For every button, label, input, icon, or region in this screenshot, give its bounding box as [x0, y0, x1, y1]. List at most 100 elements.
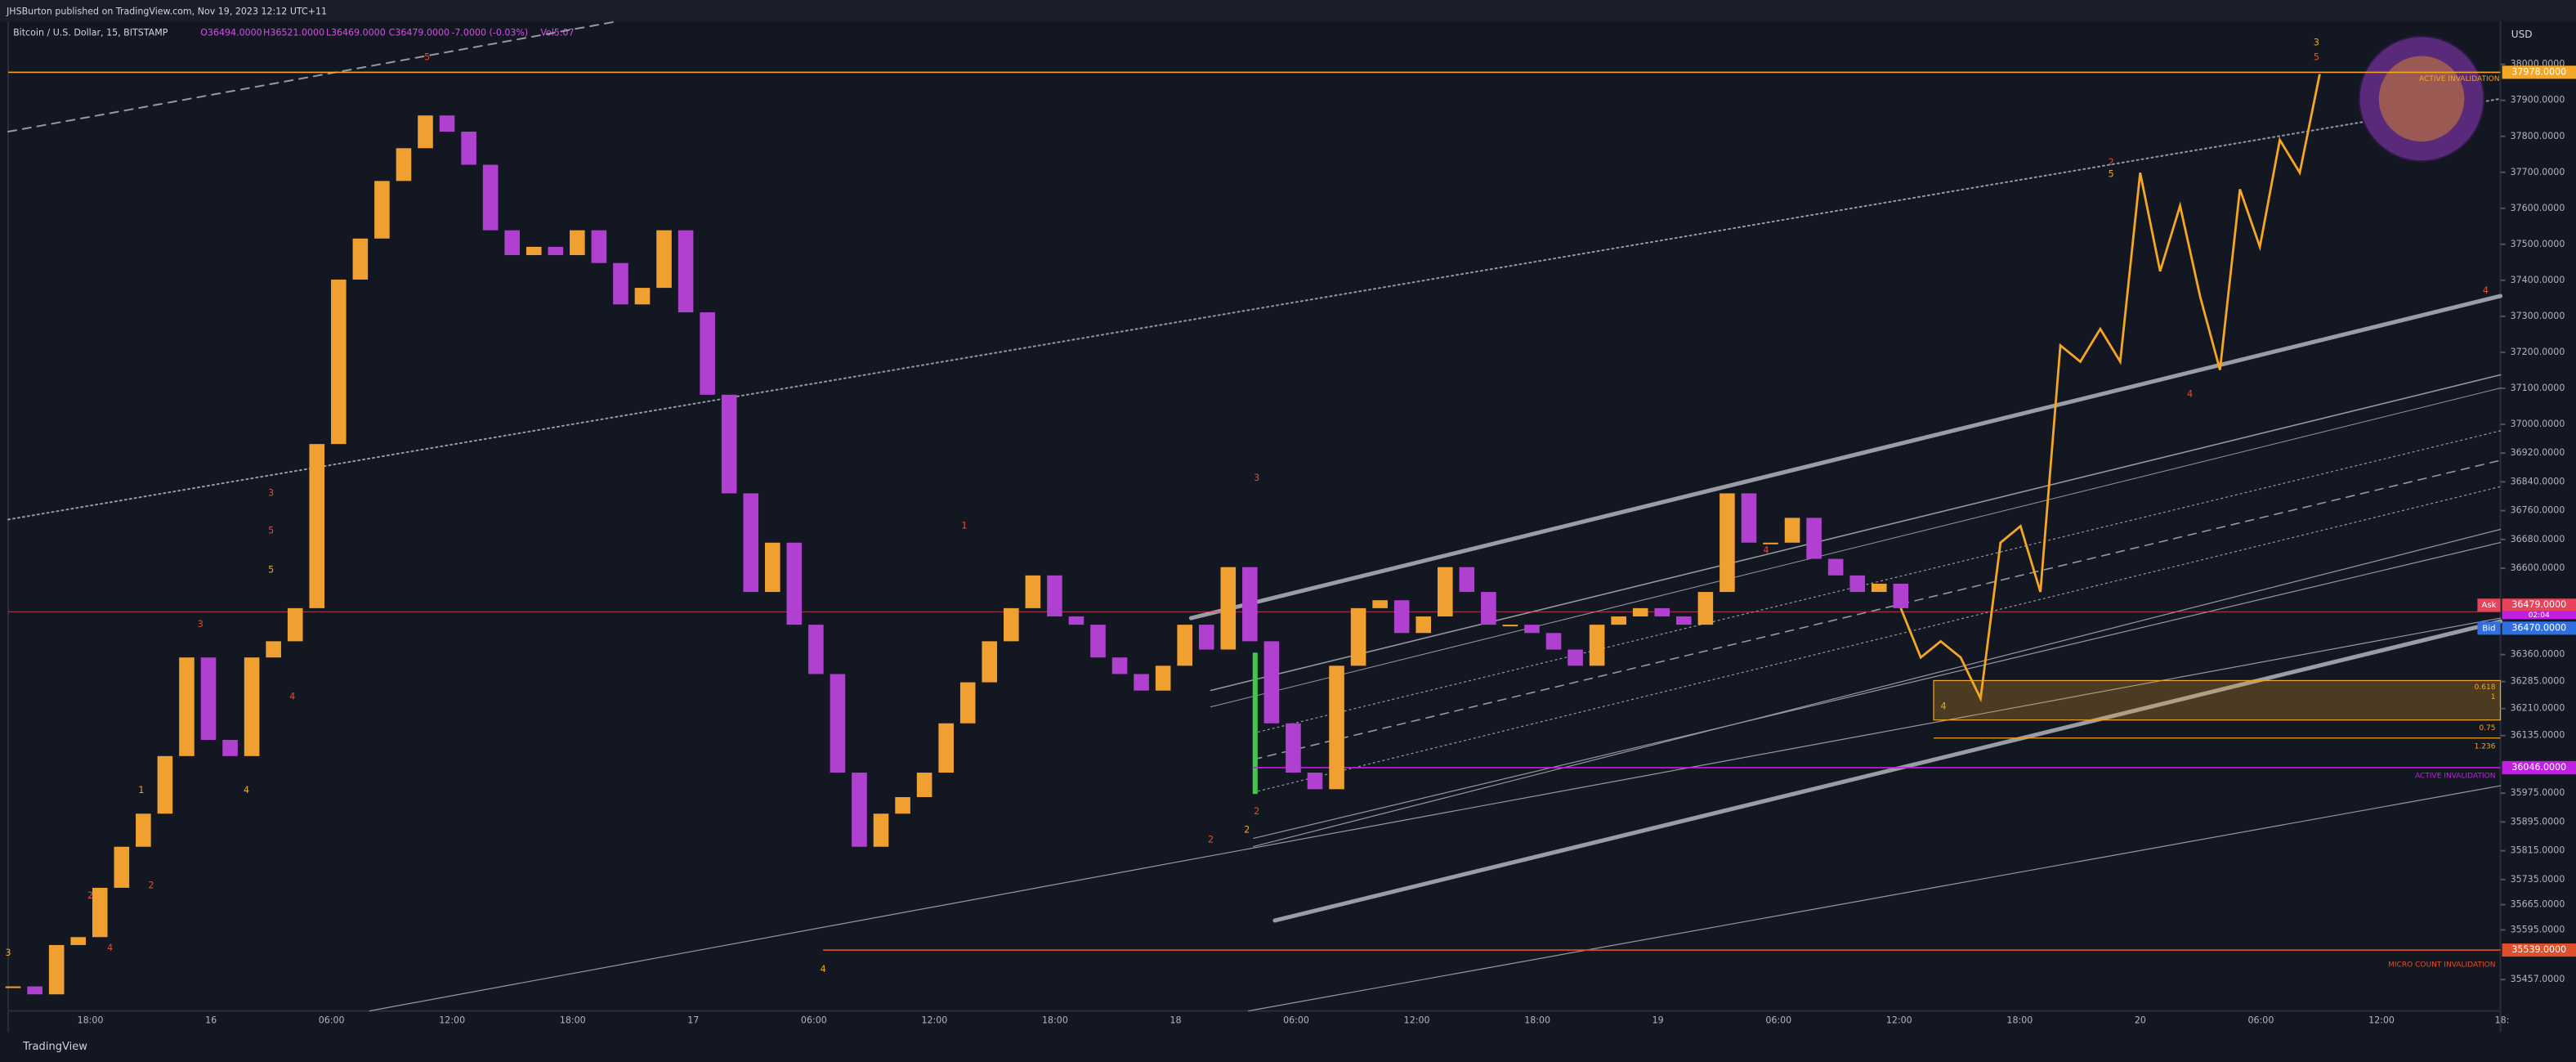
publisher: JHSBurton published on TradingView.com, …: [6, 6, 327, 16]
y-tick-label: 36760.0000: [2511, 505, 2565, 516]
wave-label: 3: [1254, 473, 1259, 483]
trendline: [1253, 541, 2502, 840]
currency: USD: [2511, 29, 2533, 40]
price-tag-name: Ask: [2481, 601, 2496, 610]
trendline: [1248, 785, 2502, 1012]
avatar-inner: [2378, 56, 2465, 142]
y-tick-label: 35735.0000: [2511, 874, 2565, 885]
wave-label: 2: [148, 881, 154, 891]
x-tick-label: 18: [1169, 1015, 1181, 1026]
price-tag-name-bg: [2477, 621, 2501, 635]
fib-label: 1.236: [2475, 742, 2496, 751]
countdown-bg: [2502, 611, 2576, 620]
candle: [1307, 773, 1323, 790]
y-tick-label: 36285.0000: [2511, 676, 2565, 687]
candle: [1481, 592, 1496, 625]
trendline: [1210, 388, 2502, 708]
x-tick-label: 19: [1652, 1015, 1664, 1026]
candle: [1697, 592, 1714, 625]
y-tick-label: 36840.0000: [2511, 476, 2565, 486]
price-tag-label: 36479.0000: [2511, 599, 2566, 610]
wave-label: 1: [138, 785, 144, 795]
price-tag-name-bg: [2477, 598, 2501, 612]
price-tag: [2502, 598, 2576, 612]
ohlc-value: Vol5.07: [540, 27, 574, 38]
candle: [1025, 575, 1041, 608]
wave-label: 2: [1244, 824, 1250, 835]
candle: [179, 657, 195, 756]
candle: [1545, 633, 1562, 650]
candle: [1632, 607, 1648, 617]
candle: [1827, 558, 1844, 576]
candle: [504, 230, 520, 256]
ohlc-value: C36479.0000: [389, 27, 449, 38]
candle: [157, 755, 173, 814]
candle: [1611, 616, 1626, 625]
symbol: Bitcoin / U.S. Dollar, 15, BITSTAMP: [13, 27, 168, 38]
candle: [613, 262, 628, 305]
candle: [1177, 625, 1192, 666]
candle: [548, 246, 564, 256]
candle: [1720, 493, 1735, 593]
wave-label: 4: [821, 964, 826, 975]
candle: [1524, 625, 1540, 634]
candle: [1068, 616, 1085, 625]
candle: [678, 230, 694, 313]
candle: [1763, 542, 1778, 544]
candle: [1134, 674, 1149, 691]
candle: [1111, 657, 1128, 674]
candle: [1004, 607, 1019, 642]
wave-label: 3: [6, 948, 11, 958]
impulse-bar: [1252, 652, 1258, 795]
wave-label: 2: [2109, 157, 2114, 168]
fib-box: [1933, 679, 2502, 721]
wave-label: 4: [107, 943, 113, 953]
candle: [1350, 607, 1366, 666]
invalidation-label: ACTIVE INVALIDATION: [2415, 773, 2495, 781]
wave-label: 3: [268, 487, 274, 498]
ohlc-value: -7.0000 (-0.03%): [451, 27, 528, 38]
wave-label: 3: [2314, 37, 2319, 47]
wave-label: 5: [268, 526, 274, 536]
candle: [266, 641, 281, 658]
trendline: [7, 20, 617, 133]
y-tick-label: 35595.0000: [2511, 924, 2565, 934]
candle: [482, 164, 499, 231]
x-tick-label: 18:00: [1042, 1015, 1068, 1026]
wave-label: 4: [289, 692, 295, 702]
fib-label: 0.75: [2479, 724, 2495, 733]
invalidation-label: ACTIVE INVALIDATION: [2419, 75, 2499, 83]
wave-label: 3: [198, 619, 203, 630]
candle: [1741, 493, 1757, 543]
candle: [287, 607, 303, 642]
top-bar: [0, 0, 2576, 22]
x-tick-label: 20: [2135, 1015, 2146, 1026]
candle: [5, 986, 21, 988]
x-tick-label: 12:00: [1886, 1015, 1912, 1026]
y-tick-label: 36210.0000: [2511, 703, 2565, 714]
trendline: [1210, 374, 2502, 692]
candle: [1654, 607, 1670, 617]
candle: [1784, 518, 1800, 543]
candle: [1393, 600, 1410, 634]
candle: [48, 944, 65, 995]
countdown: 02:04: [2529, 612, 2550, 620]
candle: [1286, 723, 1301, 773]
candle: [764, 542, 780, 593]
ohlc-value: L36469.0000: [326, 27, 386, 38]
trendline: [7, 97, 2502, 521]
x-tick-label: 06:00: [1765, 1015, 1791, 1026]
price-tag-label: 35539.0000: [2511, 944, 2566, 955]
channel-bottom: [1272, 619, 2503, 923]
y-tick-label: 37600.0000: [2511, 203, 2565, 213]
y-tick-label: 37100.0000: [2511, 383, 2565, 393]
candle: [916, 773, 932, 797]
candle: [1871, 583, 1887, 593]
candle: [222, 739, 238, 756]
candle: [591, 230, 607, 263]
candle: [1589, 625, 1605, 666]
candle: [309, 444, 325, 608]
wave-label: 5: [268, 565, 274, 576]
candle: [70, 937, 87, 945]
